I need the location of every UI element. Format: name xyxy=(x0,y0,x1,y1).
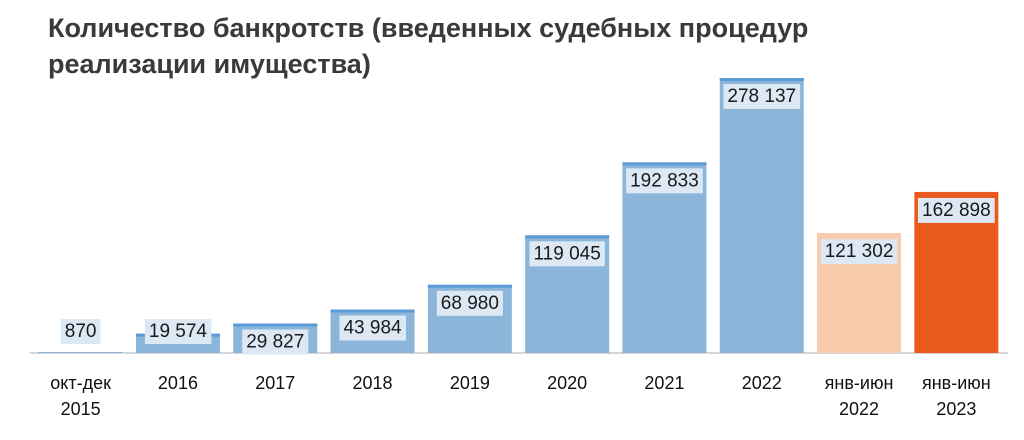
data-label: 870 xyxy=(65,321,97,342)
x-tick-label: 2020 xyxy=(547,373,587,393)
x-tick-label: 2021 xyxy=(644,373,684,393)
bar xyxy=(719,78,804,353)
data-label-background xyxy=(529,241,605,267)
data-label-background xyxy=(820,239,898,265)
chart-title: Количество банкротств (введенных судебны… xyxy=(48,10,948,82)
bar-top-edge xyxy=(330,309,415,313)
data-label-background xyxy=(242,329,309,355)
chart-title-line-2: реализации имущества) xyxy=(48,49,371,79)
data-label: 19 574 xyxy=(149,321,208,342)
data-label: 29 827 xyxy=(246,332,304,353)
x-tick-label: 2016 xyxy=(158,373,198,393)
x-tick-label: 2017 xyxy=(255,373,295,393)
bar-top-edge xyxy=(622,162,707,166)
x-tick-label: 2019 xyxy=(450,373,490,393)
bar-top-edge xyxy=(719,78,804,81)
data-label: 162 898 xyxy=(922,200,991,221)
x-tick-label: 2022 xyxy=(839,399,879,419)
bar-top-edge xyxy=(525,235,610,239)
x-tick-label: янв-июн xyxy=(922,373,991,393)
chart-title-line-1: Количество банкротств (введенных судебны… xyxy=(48,13,809,43)
bar-top-edge xyxy=(233,323,318,327)
data-label: 278 137 xyxy=(727,86,796,107)
data-label-background xyxy=(626,168,703,194)
data-label-background xyxy=(436,290,503,316)
data-label-background xyxy=(144,319,212,344)
x-tick-label: 2023 xyxy=(936,399,976,419)
data-label-background xyxy=(723,84,801,109)
x-tick-label: 2022 xyxy=(742,373,782,393)
data-label: 68 980 xyxy=(441,293,499,314)
x-tick-label: окт-дек xyxy=(50,373,111,393)
bar-top-edge xyxy=(427,284,512,288)
bar xyxy=(622,162,707,353)
x-tick-label: 2015 xyxy=(61,399,101,419)
data-label-background xyxy=(918,197,995,223)
data-label-background xyxy=(339,315,407,341)
data-label: 43 984 xyxy=(343,318,402,339)
data-label-background xyxy=(60,319,101,344)
data-label: 121 302 xyxy=(825,241,894,262)
data-label: 119 045 xyxy=(534,243,601,264)
x-tick-label: 2018 xyxy=(353,373,393,393)
bar xyxy=(38,352,123,353)
data-label: 192 833 xyxy=(630,170,699,191)
x-tick-label: янв-июн xyxy=(825,373,894,393)
